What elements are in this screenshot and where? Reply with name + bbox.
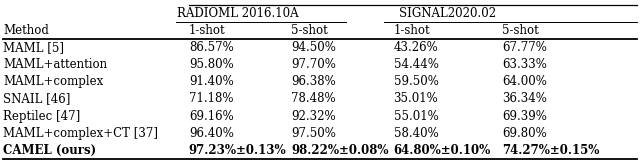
Text: 86.57%: 86.57%: [189, 41, 234, 54]
Text: 54.44%: 54.44%: [394, 58, 438, 71]
Text: 97.70%: 97.70%: [291, 58, 336, 71]
Text: 74.27%±0.15%: 74.27%±0.15%: [502, 144, 600, 157]
Text: 96.38%: 96.38%: [291, 75, 336, 88]
Text: 96.40%: 96.40%: [189, 127, 234, 140]
Text: MAML [5]: MAML [5]: [3, 41, 64, 54]
Text: 63.33%: 63.33%: [502, 58, 547, 71]
Text: 59.50%: 59.50%: [394, 75, 438, 88]
Text: 1-shot: 1-shot: [189, 24, 225, 37]
Text: 95.80%: 95.80%: [189, 58, 234, 71]
Text: 69.80%: 69.80%: [502, 127, 547, 140]
Text: MAML+attention: MAML+attention: [3, 58, 108, 71]
Text: CAMEL (ours): CAMEL (ours): [3, 144, 97, 157]
Text: RADIOML 2016.10A: RADIOML 2016.10A: [177, 7, 299, 20]
Text: MAML+complex: MAML+complex: [3, 75, 104, 88]
Text: Method: Method: [3, 24, 49, 37]
Text: 35.01%: 35.01%: [394, 92, 438, 105]
Text: SNAIL [46]: SNAIL [46]: [3, 92, 70, 105]
Text: 98.22%±0.08%: 98.22%±0.08%: [291, 144, 388, 157]
Text: 71.18%: 71.18%: [189, 92, 234, 105]
Text: 94.50%: 94.50%: [291, 41, 336, 54]
Text: 64.00%: 64.00%: [502, 75, 547, 88]
Text: 36.34%: 36.34%: [502, 92, 547, 105]
Text: 5-shot: 5-shot: [502, 24, 539, 37]
Text: 1-shot: 1-shot: [394, 24, 430, 37]
Text: 5-shot: 5-shot: [291, 24, 328, 37]
Text: 91.40%: 91.40%: [189, 75, 234, 88]
Text: 97.50%: 97.50%: [291, 127, 336, 140]
Text: 69.16%: 69.16%: [189, 110, 234, 122]
Text: Reptilec [47]: Reptilec [47]: [3, 110, 81, 122]
Text: 97.23%±0.13%: 97.23%±0.13%: [189, 144, 287, 157]
Text: MAML+complex+CT [37]: MAML+complex+CT [37]: [3, 127, 158, 140]
Text: 92.32%: 92.32%: [291, 110, 336, 122]
Text: 69.39%: 69.39%: [502, 110, 547, 122]
Text: 78.48%: 78.48%: [291, 92, 336, 105]
Text: 67.77%: 67.77%: [502, 41, 547, 54]
Text: 55.01%: 55.01%: [394, 110, 438, 122]
Text: 43.26%: 43.26%: [394, 41, 438, 54]
Text: 64.80%±0.10%: 64.80%±0.10%: [394, 144, 491, 157]
Text: 58.40%: 58.40%: [394, 127, 438, 140]
Text: SIGNAL2020.02: SIGNAL2020.02: [399, 7, 497, 20]
